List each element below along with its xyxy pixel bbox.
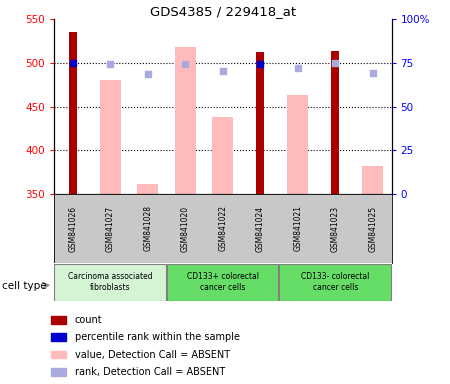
Text: GSM841021: GSM841021 bbox=[293, 205, 302, 252]
Text: GSM841022: GSM841022 bbox=[218, 205, 227, 252]
Point bbox=[332, 60, 339, 66]
Text: GSM841023: GSM841023 bbox=[331, 205, 340, 252]
Bar bbox=[362, 166, 383, 194]
Bar bbox=[175, 47, 196, 194]
Bar bbox=[54, 264, 166, 301]
Bar bbox=[256, 52, 265, 194]
Point bbox=[369, 70, 376, 76]
Text: GSM841024: GSM841024 bbox=[256, 205, 265, 252]
Point bbox=[182, 61, 189, 67]
Text: Carcinoma associated
fibroblasts: Carcinoma associated fibroblasts bbox=[68, 272, 153, 292]
Text: value, Detection Call = ABSENT: value, Detection Call = ABSENT bbox=[75, 349, 230, 359]
Text: cell type: cell type bbox=[2, 281, 47, 291]
Bar bbox=[331, 51, 339, 194]
Point bbox=[219, 68, 226, 74]
Bar bbox=[51, 333, 66, 341]
Bar bbox=[100, 80, 121, 194]
Title: GDS4385 / 229418_at: GDS4385 / 229418_at bbox=[150, 5, 296, 18]
Bar bbox=[212, 117, 233, 194]
Text: count: count bbox=[75, 315, 102, 325]
Bar bbox=[51, 351, 66, 359]
Text: percentile rank within the sample: percentile rank within the sample bbox=[75, 332, 240, 342]
Text: rank, Detection Call = ABSENT: rank, Detection Call = ABSENT bbox=[75, 367, 225, 377]
Text: GSM841028: GSM841028 bbox=[143, 205, 152, 252]
Bar bbox=[51, 368, 66, 376]
Bar bbox=[137, 184, 158, 194]
Bar bbox=[288, 95, 308, 194]
Text: GSM841026: GSM841026 bbox=[68, 205, 77, 252]
Text: CD133- colorectal
cancer cells: CD133- colorectal cancer cells bbox=[301, 272, 369, 292]
Bar bbox=[68, 32, 77, 194]
Text: GSM841020: GSM841020 bbox=[181, 205, 190, 252]
Bar bbox=[51, 316, 66, 324]
Bar bbox=[166, 264, 278, 301]
Point bbox=[294, 65, 302, 71]
Bar bbox=[279, 264, 391, 301]
Text: CD133+ colorectal
cancer cells: CD133+ colorectal cancer cells bbox=[187, 272, 259, 292]
Point bbox=[107, 61, 114, 67]
Text: GSM841027: GSM841027 bbox=[106, 205, 115, 252]
Point bbox=[69, 60, 76, 66]
Text: GSM841025: GSM841025 bbox=[368, 205, 377, 252]
Point bbox=[256, 61, 264, 67]
Point bbox=[144, 71, 151, 77]
